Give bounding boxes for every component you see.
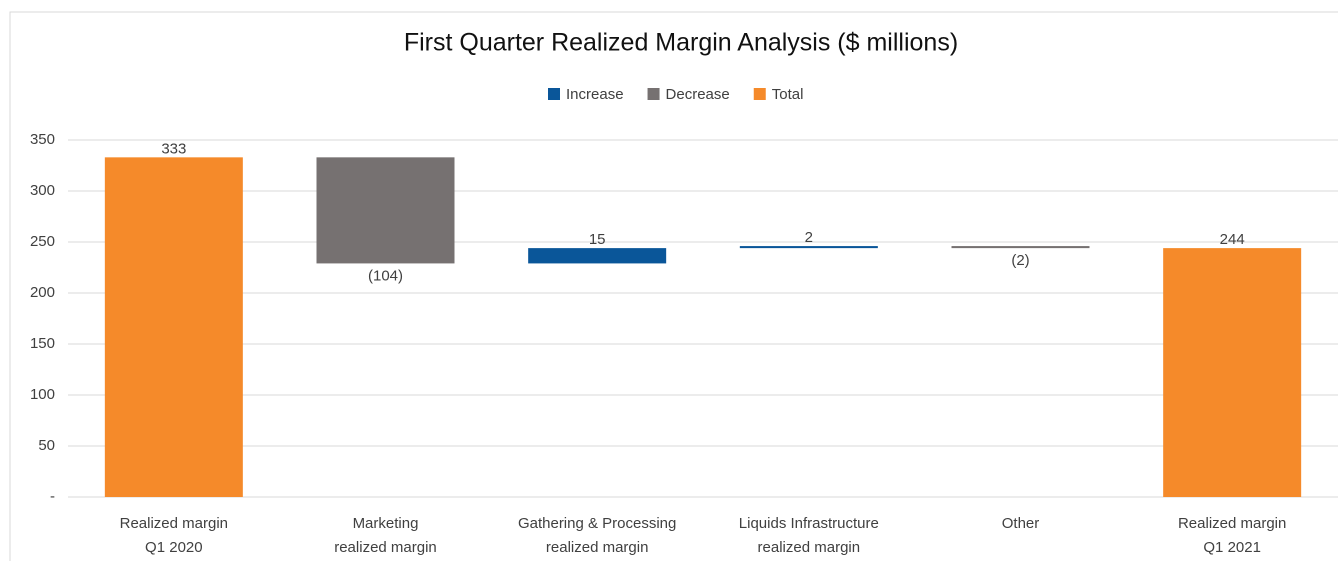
x-tick-label: realized margin [546,539,649,556]
bar [104,157,243,497]
data-label: 333 [161,140,186,157]
x-tick-label: realized margin [758,539,861,556]
data-label: 2 [805,229,813,246]
x-tick-label: Realized margin [120,515,228,532]
x-tick-label: Q1 2021 [1203,539,1261,556]
legend-swatch [548,88,560,100]
x-tick-label: Other [1002,515,1040,532]
bar [316,157,455,264]
legend-label: Decrease [666,86,730,103]
data-label: (104) [368,267,403,284]
bar [951,246,1090,249]
legend-label: Increase [566,86,624,103]
legend-swatch [647,88,660,100]
bar [528,248,667,264]
bar [739,246,878,249]
y-tick-label: 250 [30,233,55,250]
x-tick-label: Q1 2020 [145,539,203,556]
chart-border [9,11,1338,561]
x-tick-label: Liquids Infrastructure [739,515,879,532]
x-tick-label: Gathering & Processing [518,515,676,532]
data-label: 15 [589,231,606,248]
y-tick-label: 350 [30,131,55,148]
data-label: 244 [1220,231,1245,248]
y-tick-label: 100 [30,386,55,403]
y-tick-label: - [50,488,55,505]
y-tick-label: 50 [38,437,55,454]
y-tick-label: 300 [30,182,55,199]
chart-title: First Quarter Realized Margin Analysis (… [404,29,958,57]
y-tick-label: 200 [30,284,55,301]
x-tick-label: realized margin [334,539,437,556]
bar [1163,248,1302,497]
data-label: (2) [1011,252,1029,269]
y-tick-label: 150 [30,335,55,352]
legend-swatch [753,88,766,100]
legend-label: Total [772,86,804,103]
x-tick-label: Realized margin [1178,515,1286,532]
x-tick-label: Marketing [353,515,419,532]
